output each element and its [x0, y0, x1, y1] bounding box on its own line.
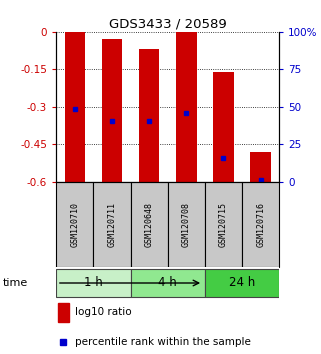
Text: 4 h: 4 h: [158, 276, 177, 289]
Bar: [65, 32, 85, 182]
Bar: [205, 269, 279, 297]
Text: 1 h: 1 h: [84, 276, 103, 289]
Text: percentile rank within the sample: percentile rank within the sample: [75, 337, 251, 347]
Bar: [93, 182, 131, 267]
Bar: [213, 72, 234, 182]
Text: time: time: [3, 278, 29, 288]
Text: GSM120710: GSM120710: [70, 202, 79, 247]
Text: GSM120648: GSM120648: [145, 202, 154, 247]
Bar: [176, 32, 196, 182]
Text: 24 h: 24 h: [229, 276, 255, 289]
Bar: [131, 269, 205, 297]
Bar: [168, 182, 205, 267]
Text: log10 ratio: log10 ratio: [75, 307, 132, 317]
Bar: [102, 39, 122, 182]
Bar: [139, 49, 159, 182]
Bar: [56, 182, 93, 267]
Text: GSM120711: GSM120711: [108, 202, 117, 247]
Text: GSM120715: GSM120715: [219, 202, 228, 247]
Text: GSM120708: GSM120708: [182, 202, 191, 247]
Bar: [131, 182, 168, 267]
Bar: [242, 182, 279, 267]
Bar: [250, 152, 271, 182]
Bar: [205, 182, 242, 267]
Text: GSM120716: GSM120716: [256, 202, 265, 247]
Bar: [58, 303, 69, 322]
Bar: [56, 269, 131, 297]
Title: GDS3433 / 20589: GDS3433 / 20589: [109, 18, 227, 31]
